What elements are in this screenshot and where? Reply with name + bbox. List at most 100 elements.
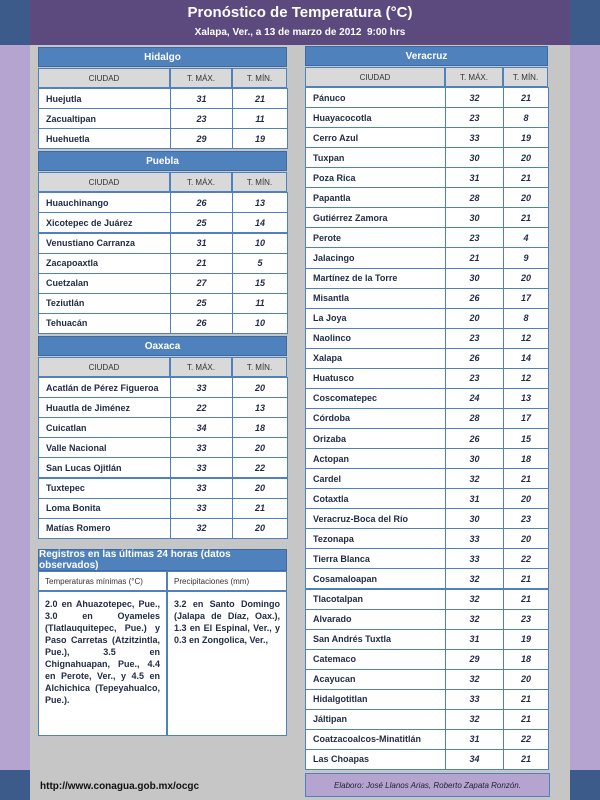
corner	[570, 0, 600, 45]
city: Cosamaloapan	[305, 568, 446, 590]
temperature: 29	[445, 648, 504, 670]
city: Veracruz-Boca del Río	[305, 508, 446, 530]
temperature: 33	[445, 688, 504, 710]
column-header: T. MÁX.	[445, 67, 503, 87]
city: Tehuacán	[38, 312, 171, 334]
city: Actopan	[305, 448, 446, 470]
temperature: 33	[170, 477, 233, 499]
temperature: 33	[170, 497, 233, 519]
corner	[0, 0, 30, 45]
city: Tezonapa	[305, 528, 446, 550]
city: Papantla	[305, 187, 446, 209]
column-header: CIUDAD	[38, 68, 170, 88]
temperature: 22	[503, 728, 549, 750]
temperature: 23	[503, 508, 549, 530]
temperature: 27	[170, 272, 233, 294]
column-header: T. MÁX.	[170, 172, 232, 193]
temperature: 20	[232, 377, 288, 399]
footer-url[interactable]: http://www.conagua.gob.mx/ocgc	[40, 781, 200, 792]
city: Huautla de Jiménez	[38, 397, 171, 419]
right-strip	[570, 0, 600, 800]
temperature: 5	[232, 252, 288, 274]
city: Coatzacoalcos-Minatitlán	[305, 728, 446, 750]
temperature: 22	[170, 397, 233, 419]
city: Córdoba	[305, 407, 446, 429]
temperature: 20	[503, 147, 549, 169]
temperature: 20	[232, 437, 288, 459]
city: Tuxtepec	[38, 477, 171, 499]
temperature: 31	[170, 232, 233, 254]
temperature: 10	[232, 312, 288, 334]
temperature: 29	[170, 128, 233, 150]
observed-column: Precipitaciones (mm)	[167, 571, 287, 591]
temperature: 21	[232, 497, 288, 519]
table-title: Puebla	[38, 151, 287, 172]
city: Teziutlán	[38, 292, 171, 314]
city: Cotaxtla	[305, 488, 446, 510]
temperature: 19	[503, 628, 549, 650]
temperature: 20	[445, 307, 504, 329]
temperature: 20	[503, 267, 549, 289]
temperature: 8	[503, 107, 549, 129]
temperature: 23	[445, 327, 504, 349]
city: Martínez de la Torre	[305, 267, 446, 289]
temperature: 21	[232, 88, 288, 110]
temperature: 12	[503, 367, 549, 389]
temperature: 22	[232, 457, 288, 479]
city: Tierra Blanca	[305, 548, 446, 570]
column-header: CIUDAD	[38, 357, 170, 377]
temperature: 20	[232, 517, 288, 539]
temperature: 32	[445, 588, 504, 610]
temperature: 19	[503, 127, 549, 149]
temperature: 23	[445, 367, 504, 389]
temperature: 31	[445, 728, 504, 750]
temperature: 33	[170, 457, 233, 479]
city: La Joya	[305, 307, 446, 329]
temperature: 19	[232, 128, 288, 150]
city: Coscomatepec	[305, 387, 446, 409]
temperature: 32	[445, 608, 504, 630]
temperature: 21	[503, 568, 549, 590]
header-bar	[0, 0, 600, 45]
observed-text: 2.0 en Ahuazotepec, Pue., 3.0 en Oyamele…	[38, 591, 167, 736]
temperature: 18	[232, 417, 288, 439]
observed-column: Temperaturas mínimas (°C)	[38, 571, 167, 591]
city: Catemaco	[305, 648, 446, 670]
temperature: 13	[503, 387, 549, 409]
temperature: 13	[232, 192, 288, 214]
temperature: 18	[503, 648, 549, 670]
temperature: 4	[503, 227, 549, 249]
temperature: 14	[503, 347, 549, 369]
temperature: 21	[503, 167, 549, 189]
temperature: 21	[503, 207, 549, 229]
city: Tlacotalpan	[305, 588, 446, 610]
temperature: 20	[232, 477, 288, 499]
city: Huehuetla	[38, 128, 171, 150]
corner	[570, 770, 600, 800]
temperature: 17	[503, 407, 549, 429]
city: Tuxpan	[305, 147, 446, 169]
city: Zacualtipan	[38, 108, 171, 130]
city: San Andrés Tuxtla	[305, 628, 446, 650]
temperature: 13	[232, 397, 288, 419]
city: Cuetzalan	[38, 272, 171, 294]
temperature: 32	[445, 468, 504, 490]
city: Las Choapas	[305, 748, 446, 771]
temperature: 32	[445, 668, 504, 690]
temperature: 31	[445, 488, 504, 510]
temperature: 15	[503, 428, 549, 450]
city: Huejutla	[38, 88, 171, 110]
city: Jalacingo	[305, 247, 446, 269]
observed-title: Registros en las últimas 24 horas (datos…	[38, 549, 287, 571]
temperature: 21	[503, 468, 549, 490]
temperature: 20	[503, 668, 549, 690]
temperature: 21	[503, 748, 549, 771]
temperature: 33	[170, 437, 233, 459]
temperature: 17	[503, 287, 549, 309]
temperature: 30	[445, 448, 504, 470]
city: Cardel	[305, 468, 446, 490]
temperature: 14	[232, 212, 288, 234]
city: Jáltipan	[305, 708, 446, 730]
temperature: 28	[445, 407, 504, 429]
